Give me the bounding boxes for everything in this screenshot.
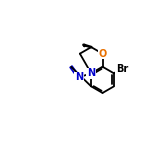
Text: N: N <box>75 72 83 82</box>
Text: N: N <box>87 68 95 78</box>
Text: O: O <box>98 49 107 59</box>
Text: Br: Br <box>116 64 128 74</box>
